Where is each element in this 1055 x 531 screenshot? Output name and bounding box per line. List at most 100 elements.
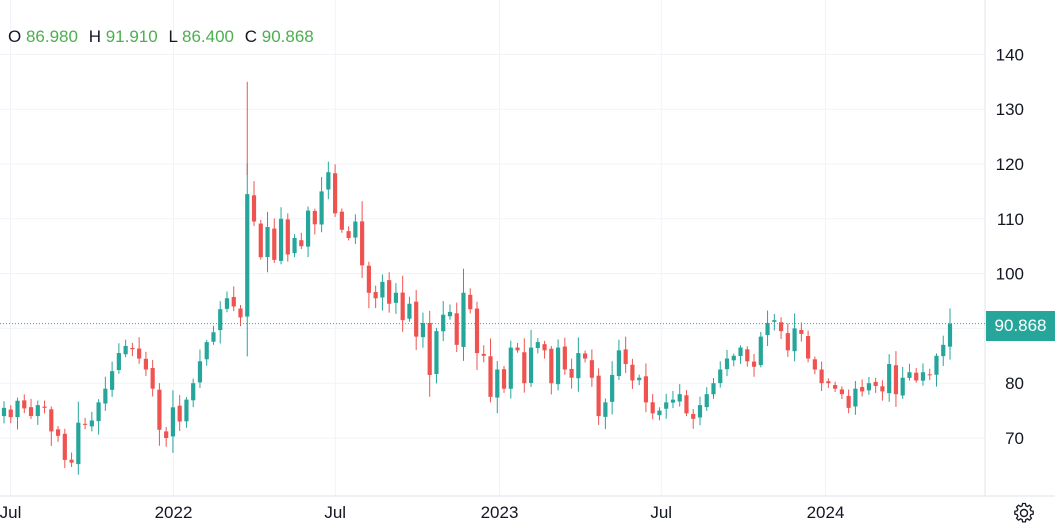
candle-body xyxy=(603,402,608,417)
candle xyxy=(866,376,872,395)
candle-body xyxy=(826,381,831,384)
candle-body xyxy=(400,292,405,321)
candle-body xyxy=(231,296,236,307)
candle-body xyxy=(434,331,439,375)
candle-body xyxy=(596,375,601,417)
candle-body xyxy=(806,336,811,359)
candle xyxy=(697,396,703,426)
candle-body xyxy=(427,322,432,375)
candle xyxy=(826,378,831,388)
candle-body xyxy=(488,356,493,397)
candle xyxy=(82,417,88,430)
candle-body xyxy=(184,399,189,422)
candle-body xyxy=(137,348,142,359)
candle xyxy=(758,331,763,368)
x-tick-label: 2024 xyxy=(807,503,845,522)
candle-body xyxy=(542,344,547,351)
candle-body xyxy=(508,347,513,389)
gear-icon[interactable] xyxy=(1012,501,1036,525)
candle-body xyxy=(819,369,824,384)
candle xyxy=(549,346,554,395)
x-tick-label: Jul xyxy=(0,503,21,522)
price-axis: 708090100110120130140 xyxy=(996,45,1024,448)
candle-body xyxy=(28,407,34,417)
candle-body xyxy=(495,369,500,398)
candle-body xyxy=(941,344,946,357)
candle-body xyxy=(366,265,371,293)
candle xyxy=(880,380,885,401)
y-tick-label: 70 xyxy=(1005,429,1024,448)
candle xyxy=(339,208,344,233)
candle xyxy=(312,208,317,235)
candle xyxy=(42,400,47,414)
candle xyxy=(616,339,621,381)
candle xyxy=(806,330,811,363)
candle xyxy=(920,363,926,386)
candle xyxy=(123,339,128,358)
candle-body xyxy=(285,219,290,255)
candle xyxy=(738,345,743,364)
candle xyxy=(353,214,358,245)
candle xyxy=(164,426,169,447)
candle xyxy=(89,411,94,432)
candle-body xyxy=(224,298,230,309)
time-axis: Jul 2022 Jul 2023 Jul 2024 xyxy=(0,503,844,522)
candle-body xyxy=(461,292,466,347)
close-value: 90.868 xyxy=(261,27,314,46)
high-value: 91.910 xyxy=(105,27,158,46)
candle-body xyxy=(191,383,196,401)
candle xyxy=(292,234,297,258)
candle-body xyxy=(670,399,676,403)
candle xyxy=(670,390,676,409)
candle xyxy=(76,401,81,475)
candle-body xyxy=(718,369,723,384)
candle-body xyxy=(312,210,317,225)
candle xyxy=(265,211,270,273)
candle xyxy=(319,177,324,233)
candle-body xyxy=(373,292,378,299)
candle-body xyxy=(96,402,101,422)
candle xyxy=(110,361,115,397)
candle-body xyxy=(657,410,662,416)
candle xyxy=(427,310,432,397)
candle xyxy=(589,349,594,387)
candle xyxy=(610,361,615,415)
candle xyxy=(197,349,203,389)
candle xyxy=(150,360,155,397)
candle-body xyxy=(555,347,561,385)
candle-body xyxy=(407,303,412,319)
candle-body xyxy=(15,400,20,418)
candle-body xyxy=(684,395,689,414)
candle-body xyxy=(143,358,148,370)
candle-body xyxy=(758,336,763,366)
candle xyxy=(887,354,892,402)
candle-body xyxy=(474,308,480,354)
candle xyxy=(927,368,932,381)
candle-body xyxy=(650,402,655,414)
candle xyxy=(664,393,669,419)
candle xyxy=(819,361,824,392)
candle-body xyxy=(197,361,203,383)
candle-body xyxy=(353,221,358,238)
y-tick-label: 130 xyxy=(996,100,1024,119)
candle-body xyxy=(339,211,344,230)
x-tick-label: Jul xyxy=(650,503,672,522)
low-value: 86.400 xyxy=(182,27,235,46)
y-tick-label: 100 xyxy=(996,265,1024,284)
candle-body xyxy=(116,353,121,371)
candle xyxy=(637,374,642,386)
candle-body xyxy=(380,281,385,298)
candle xyxy=(103,376,108,411)
candle-body xyxy=(833,385,838,389)
candle-body xyxy=(880,386,885,392)
candle-body xyxy=(447,311,453,317)
candle xyxy=(373,285,378,309)
candle xyxy=(62,428,67,469)
candle xyxy=(272,218,277,263)
candle xyxy=(772,313,777,331)
candle xyxy=(447,304,453,320)
candle xyxy=(407,296,412,322)
candle xyxy=(488,338,493,403)
candle-body xyxy=(420,322,426,338)
candle-body xyxy=(333,173,338,214)
